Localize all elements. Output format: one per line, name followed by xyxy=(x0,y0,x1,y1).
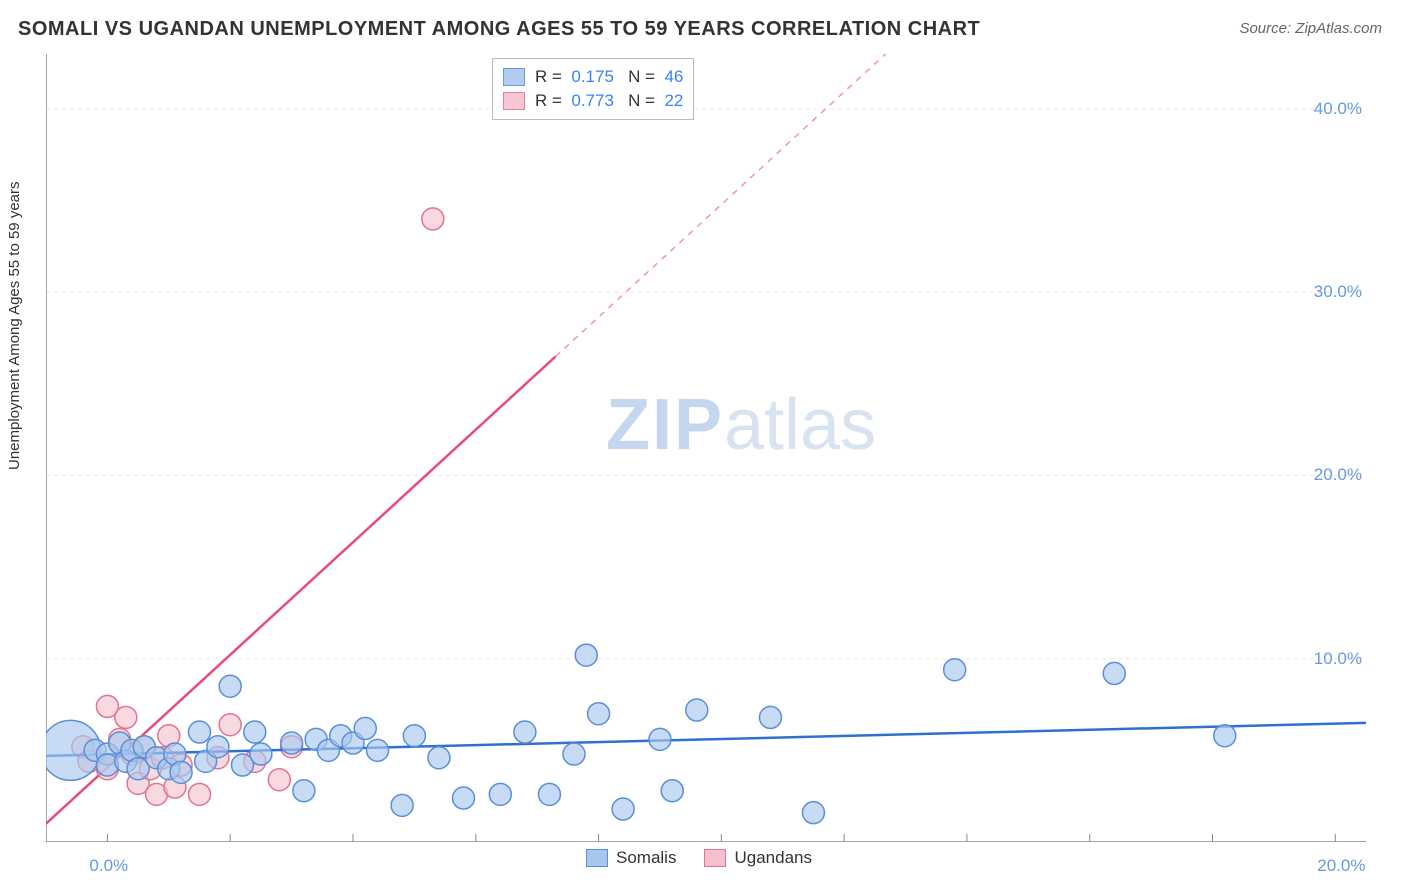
x-tick-label: 20.0% xyxy=(1317,856,1365,876)
x-tick-label: 0.0% xyxy=(89,856,128,876)
legend-swatch-icon xyxy=(704,849,726,867)
legend-series-label: Ugandans xyxy=(734,848,812,868)
legend-series-item: Somalis xyxy=(586,848,676,868)
legend-stat-text: R = 0.773 N = 22 xyxy=(535,89,683,113)
chart-container: SOMALI VS UGANDAN UNEMPLOYMENT AMONG AGE… xyxy=(0,0,1406,892)
legend-stat-row: R = 0.175 N = 46 xyxy=(503,65,683,89)
scatter-svg xyxy=(46,54,1366,842)
legend-swatch-icon xyxy=(503,68,525,86)
legend-series-item: Ugandans xyxy=(704,848,812,868)
legend-series-label: Somalis xyxy=(616,848,676,868)
legend-stat-row: R = 0.773 N = 22 xyxy=(503,89,683,113)
source-label: Source: ZipAtlas.com xyxy=(1239,20,1382,37)
chart-title: SOMALI VS UGANDAN UNEMPLOYMENT AMONG AGE… xyxy=(18,18,980,41)
y-tick-label: 40.0% xyxy=(1302,99,1362,119)
correlation-legend: R = 0.175 N = 46R = 0.773 N = 22 xyxy=(492,58,694,120)
y-tick-label: 10.0% xyxy=(1302,649,1362,669)
legend-stat-text: R = 0.175 N = 46 xyxy=(535,65,683,89)
y-tick-label: 20.0% xyxy=(1302,465,1362,485)
series-legend: Somalis Ugandans xyxy=(586,848,812,868)
plot-area: ZIPatlas R = 0.175 N = 46R = 0.773 N = 2… xyxy=(46,54,1366,842)
legend-swatch-icon xyxy=(503,92,525,110)
y-tick-label: 30.0% xyxy=(1302,282,1362,302)
y-axis-label: Unemployment Among Ages 55 to 59 years xyxy=(6,181,23,470)
legend-swatch-icon xyxy=(586,849,608,867)
